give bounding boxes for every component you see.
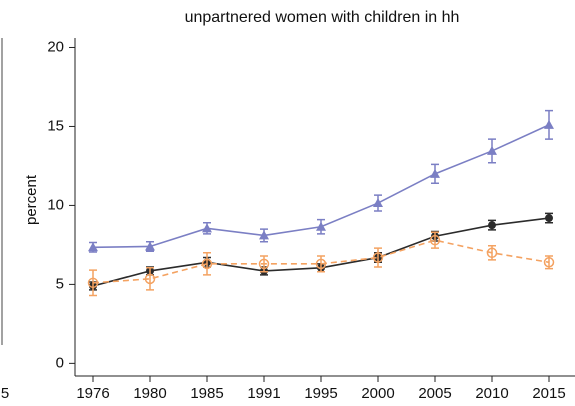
y-tick-label: 20 (47, 38, 64, 55)
marker (486, 247, 498, 259)
marker (429, 234, 441, 246)
error-bar (89, 269, 97, 297)
marker (373, 198, 383, 208)
y-tick-label: 0 (56, 354, 64, 371)
marker (145, 241, 155, 251)
marker (87, 277, 99, 289)
marker (430, 168, 440, 178)
marker (543, 257, 555, 268)
y-tick-label: 15 (47, 117, 64, 134)
error-bar (317, 255, 325, 273)
error-bar-line (89, 269, 97, 297)
marker (315, 258, 327, 270)
neighbor-tick-label: 5 (1, 385, 9, 402)
marker (202, 223, 212, 233)
marker (488, 221, 496, 230)
marker (201, 258, 213, 270)
x-tick-label: 1985 (190, 385, 223, 402)
marker (545, 214, 553, 223)
x-tick-label: 2005 (418, 385, 451, 402)
error-bar (260, 255, 268, 273)
error-bar-line (431, 231, 439, 249)
x-tick-label: 1995 (304, 385, 337, 402)
x-tick-label: 2010 (475, 385, 508, 402)
x-tick-label: 1980 (133, 385, 166, 402)
error-bar-line (260, 255, 268, 273)
y-axis-label: percent (23, 174, 40, 225)
error-bar (146, 267, 154, 291)
chart-title: unpartnered women with children in hh (185, 9, 460, 26)
marker (316, 221, 326, 231)
error-bar-line (317, 255, 325, 273)
x-tick-label: 1976 (76, 385, 109, 402)
x-tick-label: 1991 (247, 385, 280, 402)
y-tick-label: 10 (47, 196, 64, 213)
marker (487, 145, 497, 155)
x-tick-label: 2015 (532, 385, 565, 402)
marker (259, 230, 269, 240)
marker (258, 258, 270, 270)
marker (544, 119, 554, 129)
error-bar-line (146, 267, 154, 291)
x-tick-label: 2000 (361, 385, 394, 402)
marker (88, 242, 98, 252)
error-bar-line (374, 247, 382, 268)
error-bar-line (203, 252, 211, 276)
error-bar (374, 247, 382, 268)
error-bar (431, 231, 439, 249)
error-bar (203, 252, 211, 276)
y-tick-label: 5 (56, 275, 64, 292)
marker (372, 252, 384, 263)
marker (144, 273, 156, 285)
